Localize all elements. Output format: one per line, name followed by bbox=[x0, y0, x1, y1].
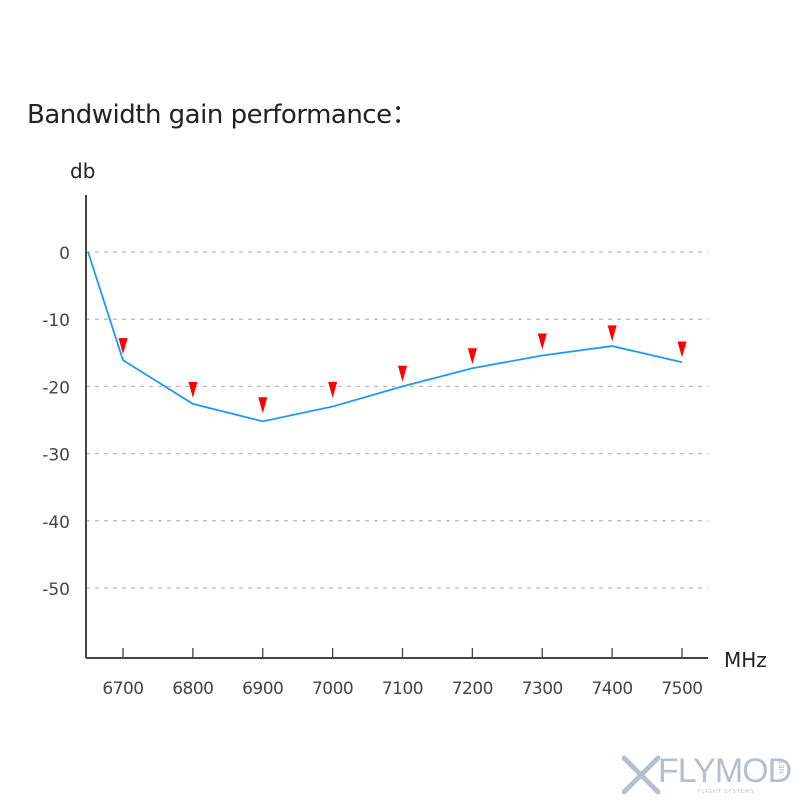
x-tick-label: 6900 bbox=[242, 679, 283, 699]
y-tick-label: 0 bbox=[59, 244, 70, 264]
x-tick-label: 7100 bbox=[382, 679, 423, 699]
marker-triangle bbox=[677, 341, 687, 358]
marker-triangle bbox=[398, 365, 407, 382]
x-tick-label: 7200 bbox=[452, 679, 493, 699]
marker-triangle bbox=[607, 325, 617, 342]
y-tick-label: -50 bbox=[42, 580, 70, 600]
marker-triangle bbox=[118, 338, 128, 355]
logo-brand: FLYMOD bbox=[658, 752, 792, 790]
series-line bbox=[87, 251, 683, 423]
marker-triangle bbox=[328, 381, 338, 398]
chart-title: Bandwidth gain performance： bbox=[27, 100, 418, 130]
propeller-icon bbox=[622, 755, 661, 795]
y-tick-label: -30 bbox=[42, 446, 70, 466]
y-tick-label: -40 bbox=[42, 513, 70, 533]
marker-triangle bbox=[537, 333, 547, 350]
y-tick-label: -10 bbox=[42, 311, 70, 331]
logo-net: .NET bbox=[778, 759, 787, 777]
marker-triangle bbox=[188, 381, 198, 398]
x-tick-label: 7500 bbox=[661, 679, 702, 699]
x-tick-label: 7000 bbox=[312, 679, 353, 699]
x-tick-label: 6800 bbox=[172, 679, 213, 699]
x-tick-label: 6700 bbox=[102, 679, 143, 699]
x-axis-label: MHz bbox=[724, 648, 767, 672]
y-axis-label: db bbox=[70, 159, 95, 183]
x-tick-label: 7300 bbox=[522, 679, 563, 699]
marker-triangle bbox=[467, 348, 477, 365]
x-tick-label: 7400 bbox=[591, 679, 632, 699]
marker-triangle bbox=[258, 397, 268, 414]
y-tick-label: -20 bbox=[42, 378, 70, 398]
logo-sub: FLIGHT SYSTEMS bbox=[698, 789, 755, 795]
